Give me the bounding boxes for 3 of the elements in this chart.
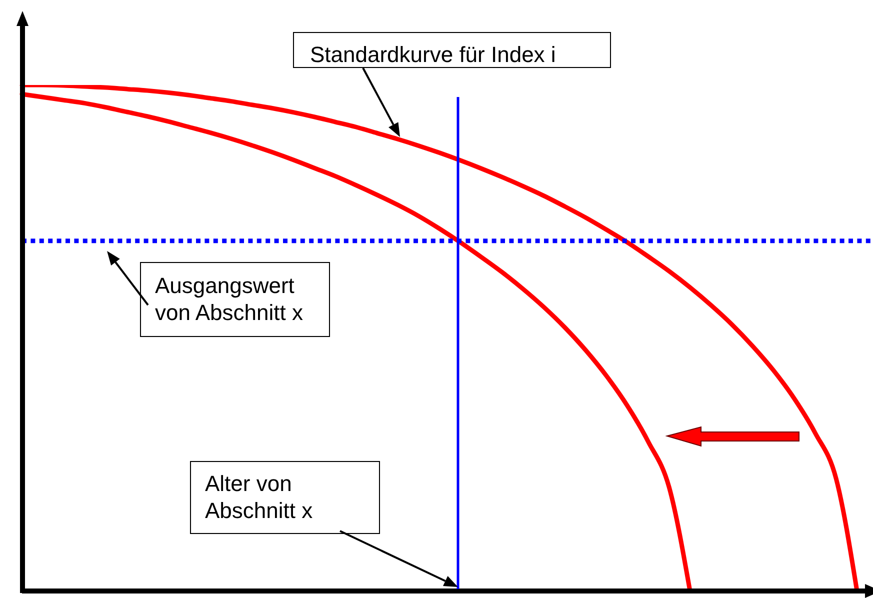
text: Standardkurve für Index i [310, 41, 557, 68]
annotation: Ausgangswert von Abschnitt x [155, 272, 304, 326]
annotation: Alter von Abschnitt x [205, 470, 314, 524]
